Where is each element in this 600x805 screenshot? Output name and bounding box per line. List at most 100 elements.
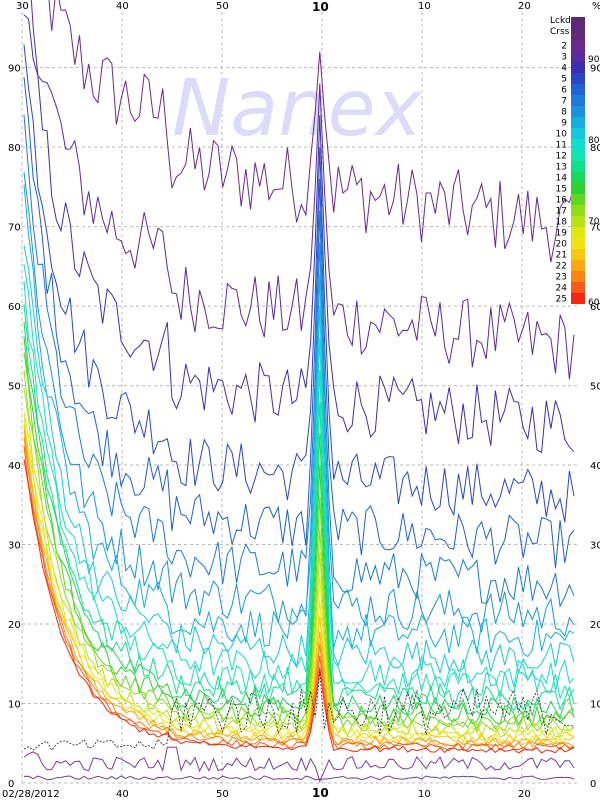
series-line-6 [23,76,575,569]
series-lines [23,0,575,754]
x-tick-bottom-label: 50 [216,789,229,800]
series-line-8 [23,172,575,638]
y-tick-right-label: 10 [590,700,600,711]
legend-scale-label: 90 [588,55,600,65]
y-tick-left-label: 50 [8,382,21,393]
legend-swatch [571,95,585,106]
y-tick-right-label: 60 [590,302,600,313]
y-tick-left-label: 70 [8,223,21,234]
y-tick-left-label: 30 [8,541,21,552]
x-tick-top-label: 30 [16,1,29,12]
series-line-12 [23,280,575,700]
series-line-15 [23,336,575,727]
legend-label: 2 [561,42,567,52]
percent-label: % [592,1,600,12]
legend-label: 3 [561,53,567,63]
legend-swatch-top [571,17,585,40]
legend-label: 4 [561,64,567,74]
y-tick-left-label: 10 [8,700,21,711]
series-line-11 [23,264,575,691]
legend-title-line: Crss [550,27,570,37]
series-line-21 [23,424,575,747]
y-tick-right-label: 40 [590,461,600,472]
series-line-7 [23,114,575,608]
x-tick-top-label: 10 [312,0,329,14]
legend-label: 19 [556,229,568,239]
y-tick-right-label: 0 [590,779,596,790]
y-tick-right-label: 70 [590,223,600,234]
y-tick-left-label: 20 [8,620,21,631]
legend: LckdCrss23456789101112131415161718192021… [550,16,600,308]
legend-label: 15 [556,185,567,195]
series-line-10 [23,245,575,675]
x-tick-bottom-label: 40 [116,789,129,800]
legend-swatch [571,73,585,84]
legend-swatch [571,293,585,304]
legend-scale-label: 70 [588,217,600,227]
legend-swatch [571,62,585,73]
bottom-trace [23,746,575,783]
legend-swatch [571,249,585,260]
x-tick-top-label: 40 [116,1,129,12]
y-tick-left-label: 60 [8,302,21,313]
y-tick-right-label: 80 [590,143,600,154]
series-line-24 [23,446,575,751]
legend-swatch [571,128,585,139]
x-tick-bottom-label: 20 [518,789,531,800]
legend-label: 12 [556,152,567,162]
legend-swatch [571,161,585,172]
extra-traces [23,671,575,783]
watermark: Nanex [172,64,423,154]
legend-swatch [571,150,585,161]
y-tick-right-label: 20 [590,620,600,631]
legend-label: 17 [556,207,567,217]
legend-swatch [571,271,585,282]
series-line-23 [23,437,575,751]
date-label: 02/28/2012 [2,789,60,800]
legend-label: 9 [561,119,567,129]
series-line-17 [23,370,575,733]
legend-label: 24 [556,284,568,294]
x-tick-bottom-label: 10 [312,786,329,800]
baseline-trace [23,775,575,781]
legend-swatch [571,216,585,227]
y-tick-right-label: 50 [590,382,600,393]
legend-label: 14 [556,174,568,184]
series-line-13 [23,304,575,712]
legend-label: 21 [556,251,567,261]
legend-swatch [571,117,585,128]
x-axis-ticks: 30 40 50 10 10 20 40 50 10 10 20 [16,0,531,800]
legend-label: 20 [556,240,568,250]
legend-label: 18 [556,218,568,228]
series-line-16 [23,352,575,730]
series-line-25 [23,459,575,754]
legend-swatch [571,227,585,238]
legend-swatch [571,205,585,216]
y-tick-left-label: 40 [8,461,21,472]
legend-swatch [571,172,585,183]
legend-label: 11 [556,141,567,151]
y-tick-left-label: 0 [8,779,14,790]
series-line-19 [23,412,575,742]
x-tick-top-label: 10 [418,1,431,12]
legend-label: 16 [556,196,568,206]
legend-label: 5 [561,75,567,85]
legend-scale-label: 80 [588,136,600,146]
y-tick-left-label: 80 [8,143,21,154]
y-axis-ticks: 0 10 20 30 40 50 60 70 80 90 0 10 20 30 40 50 60 70 80 90 [8,64,600,790]
series-line-14 [23,321,575,719]
series-line-3 [30,0,575,380]
legend-title-line: Lckd [550,16,571,26]
series-line-20 [23,417,575,744]
legend-label: 6 [561,86,567,96]
legend-swatch [571,260,585,271]
series-line-9 [23,184,575,658]
grid [21,12,578,784]
legend-swatch [571,40,585,51]
legend-swatch [571,238,585,249]
legend-swatch [571,106,585,117]
legend-swatch [571,183,585,194]
y-tick-right-label: 90 [590,64,600,75]
